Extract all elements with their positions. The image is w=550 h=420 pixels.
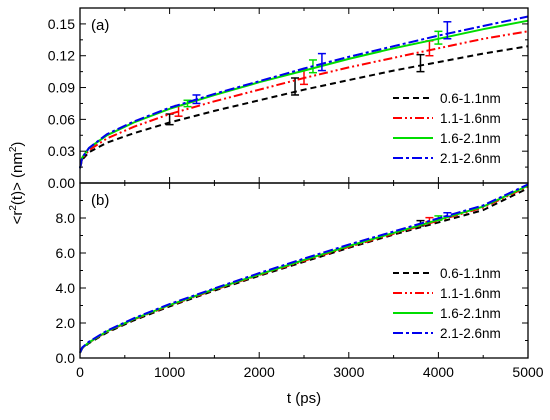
y-tick-label-a: 0.06 bbox=[48, 111, 75, 127]
legend-label-b-0: 0.6-1.1nm bbox=[440, 266, 501, 281]
legend-label-a-2: 1.6-2.1nm bbox=[440, 131, 501, 146]
error-bar-a-3-0 bbox=[192, 94, 201, 105]
panel-a: 0.00 0.03 0.06 0.09 0.12 0.15 (a) 0.6-1.1nm 1.1-… bbox=[48, 7, 529, 191]
y-tick-label-b: 6.0 bbox=[56, 245, 76, 261]
x-tick-label: 3000 bbox=[333, 364, 364, 380]
error-bar-a-2-2 bbox=[434, 30, 443, 45]
error-bar-a-2-0 bbox=[183, 99, 192, 108]
x-tick-label: 0 bbox=[76, 364, 84, 380]
series-line-a-1 bbox=[79, 30, 529, 169]
y-axis-title: <r2(t)> (nm2) bbox=[8, 142, 26, 225]
series-line-a-3 bbox=[79, 15, 529, 169]
legend-label-b-1: 1.1-1.6nm bbox=[440, 286, 501, 301]
y-axis-title-part: <r bbox=[9, 211, 26, 225]
series-line-b-3 bbox=[79, 183, 529, 354]
legend-label-b-2: 1.6-2.1nm bbox=[440, 306, 501, 321]
y-tick-label-a: 0.12 bbox=[48, 48, 75, 64]
legend-label-a-1: 1.1-1.6nm bbox=[440, 111, 501, 126]
series-line-a-0 bbox=[79, 45, 529, 169]
legend-a: 0.6-1.1nm 1.1-1.6nm 1.6-2.1nm 2.1-2.6nm bbox=[393, 91, 501, 166]
error-bar-a-0-1 bbox=[291, 77, 300, 96]
error-bar-a-0-2 bbox=[416, 53, 425, 73]
y-tick-label-a: 0.00 bbox=[48, 175, 75, 191]
error-bar-b-3-0 bbox=[443, 212, 452, 217]
y-axis-title-superscript: 2 bbox=[8, 146, 19, 152]
y-tick-label-a: 0.15 bbox=[48, 16, 75, 32]
x-axis-title: t (ps) bbox=[287, 390, 321, 407]
y-tick-label-a: 0.03 bbox=[48, 143, 75, 159]
y-tick-label-b: 2.0 bbox=[56, 315, 76, 331]
x-tick-label: 4000 bbox=[423, 364, 454, 380]
x-tick-label: 2000 bbox=[244, 364, 275, 380]
panel-label-a: (a) bbox=[91, 17, 109, 34]
y-tick-label-b: 0.0 bbox=[56, 350, 76, 366]
panel-b: 0.0 2.0 4.0 6.0 8.0 0 1000 2000 3000 4000 5000 t (p… bbox=[56, 182, 544, 407]
error-bar-a-3-1 bbox=[317, 52, 326, 72]
series-line-b-0 bbox=[79, 187, 529, 354]
y-tick-label-a: 0.09 bbox=[48, 80, 75, 96]
panel-label-b: (b) bbox=[91, 192, 109, 209]
x-tick-label: 5000 bbox=[512, 364, 543, 380]
y-axis-title-part: ) bbox=[9, 142, 26, 147]
plot-layer: 0.00 0.03 0.06 0.09 0.12 0.15 (a) 0.6-1.1nm 1.1-… bbox=[48, 7, 544, 407]
y-tick-label-b: 4.0 bbox=[56, 280, 76, 296]
legend-b: 0.6-1.1nm 1.1-1.6nm 1.6-2.1nm 2.1-2.6nm bbox=[393, 266, 501, 341]
legend-label-a-0: 0.6-1.1nm bbox=[440, 91, 501, 106]
error-bar-a-3-2 bbox=[443, 21, 452, 40]
legend-label-a-3: 2.1-2.6nm bbox=[440, 151, 501, 166]
y-axis-title-superscript: 2 bbox=[8, 205, 19, 211]
legend-label-b-3: 2.1-2.6nm bbox=[440, 326, 501, 341]
y-axis-title-part: (t)> (nm bbox=[9, 152, 26, 205]
x-tick-label: 1000 bbox=[154, 364, 185, 380]
y-tick-label-b: 8.0 bbox=[56, 210, 76, 226]
error-bar-a-1-2 bbox=[425, 40, 434, 57]
